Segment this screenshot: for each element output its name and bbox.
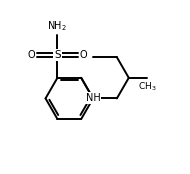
Text: S: S [54,50,61,60]
Text: O: O [28,50,35,60]
Text: O: O [80,50,87,60]
Text: NH$_2$: NH$_2$ [48,20,67,33]
Text: CH$_3$: CH$_3$ [138,80,157,93]
Text: H: H [89,93,97,103]
Text: NH: NH [86,93,101,103]
